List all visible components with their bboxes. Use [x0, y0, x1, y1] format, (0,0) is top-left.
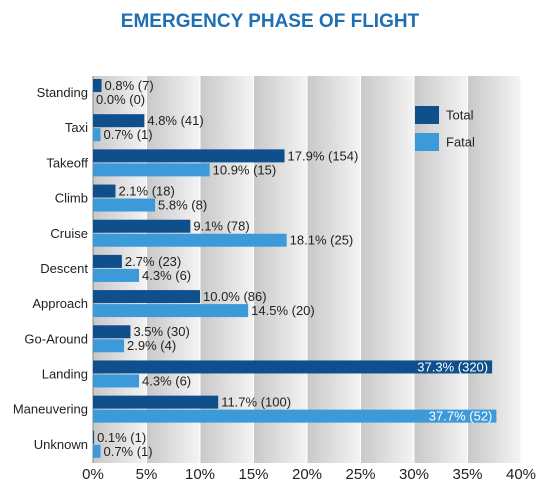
data-label: 4.3% (6) [142, 268, 191, 283]
bar [93, 374, 140, 388]
data-label: 4.3% (6) [142, 373, 191, 388]
data-label: 0.7% (1) [103, 444, 152, 459]
y-tick-label: Takeoff [46, 155, 88, 170]
bar [93, 304, 249, 318]
data-label: 11.7% (100) [221, 395, 291, 410]
chart-title: EMERGENCY PHASE OF FLIGHT [121, 11, 420, 32]
x-tick-label: 10% [185, 466, 215, 483]
bar [93, 290, 200, 304]
data-label: 10.9% (15) [213, 162, 277, 177]
bar [93, 233, 287, 247]
y-tick-label: Maneuvering [13, 402, 88, 417]
data-label: 2.7% (23) [125, 254, 181, 269]
y-tick-label: Climb [55, 191, 88, 206]
x-tick-label: 15% [238, 466, 268, 483]
bar [93, 395, 219, 409]
x-tick-label: 20% [292, 466, 322, 483]
data-label: 10.0% (86) [203, 289, 267, 304]
bar [93, 268, 140, 282]
data-label: 17.9% (154) [288, 148, 359, 163]
legend-label: Fatal [446, 134, 475, 149]
plot-background [253, 76, 307, 463]
y-tick-label: Unknown [34, 437, 88, 452]
bar [93, 128, 101, 142]
bar [93, 360, 493, 374]
data-label: 37.7% (52) [429, 409, 493, 424]
data-label: 0.7% (1) [103, 127, 152, 142]
bar [93, 198, 156, 212]
plot-background [467, 76, 521, 463]
bar [93, 339, 125, 353]
y-tick-label: Approach [32, 296, 88, 311]
data-label: 0.8% (7) [105, 78, 154, 93]
data-label: 2.1% (18) [118, 183, 174, 198]
y-tick-label: Cruise [50, 226, 88, 241]
x-tick-label: 0% [82, 466, 104, 483]
bar [93, 409, 497, 423]
legend-swatch [415, 106, 439, 124]
y-tick-label: Go-Around [24, 331, 88, 346]
bar [93, 114, 145, 128]
bar [93, 430, 95, 444]
data-label: 0.0% (0) [96, 92, 145, 107]
data-label: 2.9% (4) [127, 338, 176, 353]
data-label: 4.8% (41) [147, 113, 203, 128]
data-label: 14.5% (20) [251, 303, 315, 318]
data-label: 0.1% (1) [97, 430, 146, 445]
bar [93, 444, 101, 458]
y-tick-label: Descent [40, 261, 88, 276]
bar [93, 79, 102, 92]
x-tick-label: 35% [452, 466, 482, 483]
bar [93, 254, 122, 268]
x-tick-label: 25% [345, 466, 375, 483]
data-label: 5.8% (8) [158, 197, 207, 212]
bar [93, 163, 210, 177]
x-tick-label: 30% [399, 466, 429, 483]
bar [93, 325, 131, 339]
bar [93, 219, 191, 233]
legend-swatch [415, 133, 439, 151]
bar [93, 149, 285, 163]
x-tick-label: 5% [136, 466, 158, 483]
y-tick-label: Standing [37, 85, 88, 100]
y-tick-label: Landing [42, 366, 88, 381]
plot-background [307, 76, 361, 463]
data-label: 9.1% (78) [193, 219, 249, 234]
data-label: 3.5% (30) [133, 324, 189, 339]
x-tick-label: 40% [506, 466, 536, 483]
bar [93, 184, 116, 198]
y-tick-label: Taxi [65, 120, 88, 135]
legend-label: Total [446, 107, 474, 122]
data-label: 18.1% (25) [290, 233, 354, 248]
data-label: 37.3% (320) [417, 359, 488, 374]
plot-background [360, 76, 414, 463]
